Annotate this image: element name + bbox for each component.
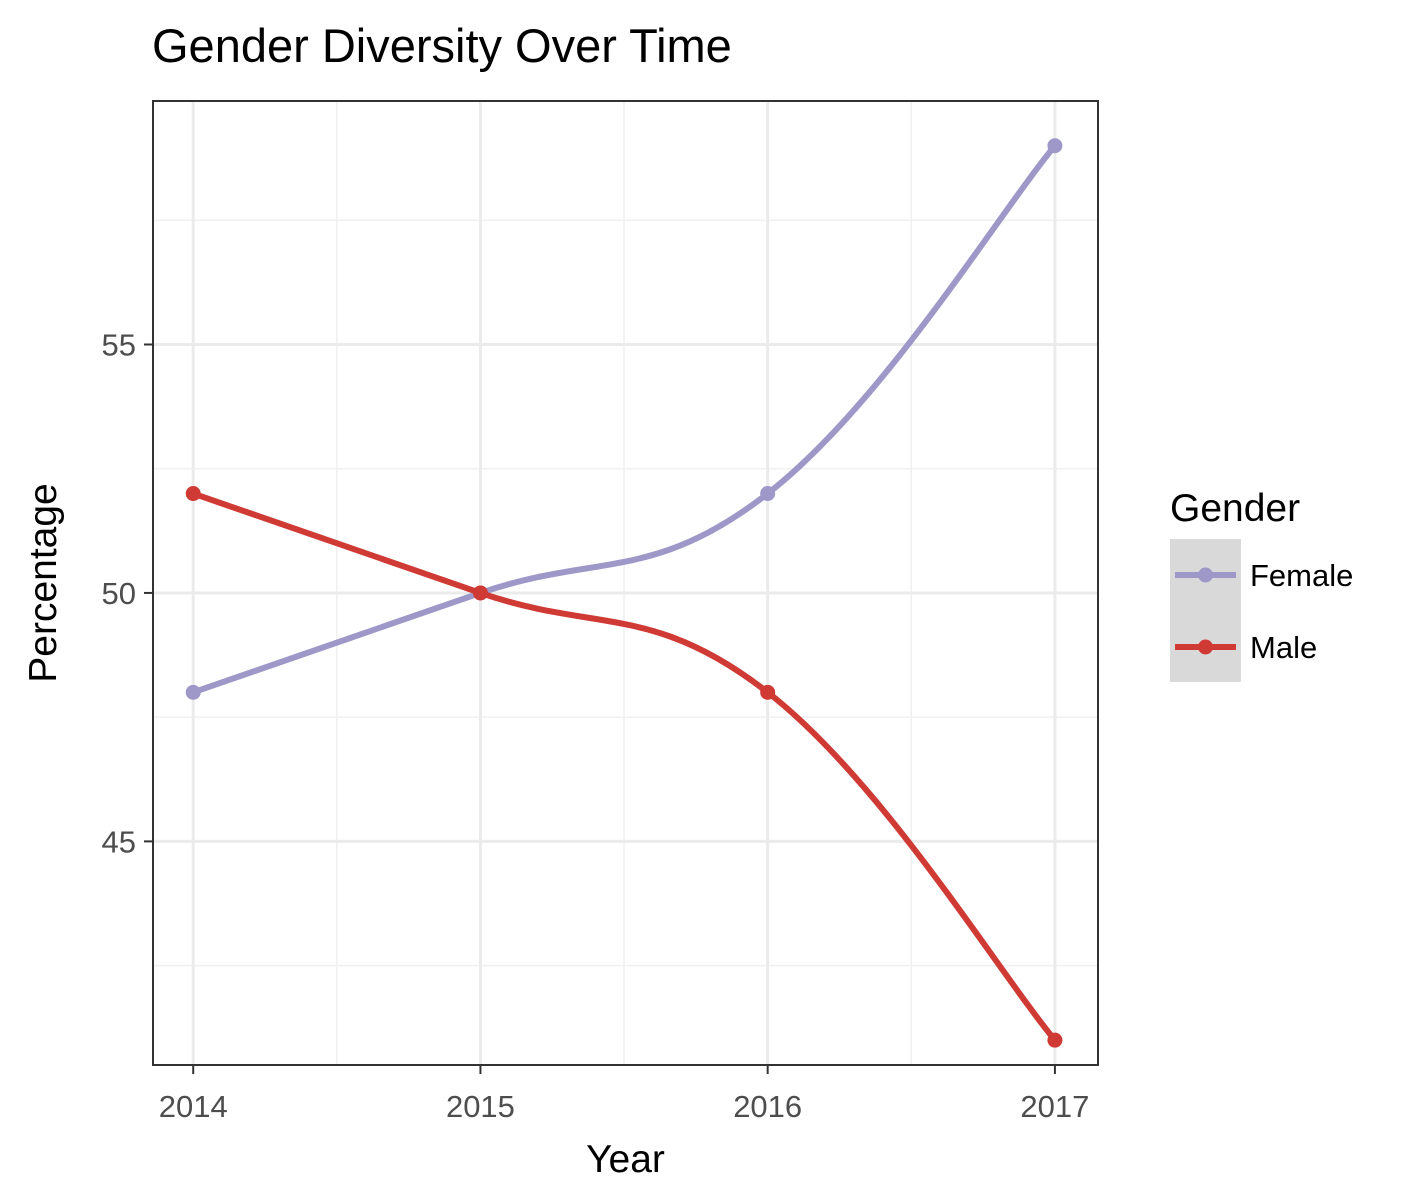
plot-panel-border xyxy=(152,100,1099,1066)
legend: Gender Female Male xyxy=(1170,487,1353,682)
x-tick-label: 2015 xyxy=(446,1089,515,1124)
data-point-female xyxy=(1047,138,1063,154)
series-line-male xyxy=(190,490,1058,1044)
x-tick-label: 2016 xyxy=(733,1089,802,1124)
series-layer xyxy=(185,138,1063,1048)
y-axis-title: Percentage xyxy=(22,483,65,682)
chart-title: Gender Diversity Over Time xyxy=(152,19,732,72)
series-line-female xyxy=(190,142,1058,696)
minor-gridlines xyxy=(153,101,1098,1065)
legend-items: Female Male xyxy=(1175,558,1353,665)
legend-key-point-male xyxy=(1198,639,1213,655)
y-tick-label: 45 xyxy=(102,824,136,859)
data-point-female xyxy=(760,486,776,502)
legend-label-male: Male xyxy=(1250,630,1317,665)
x-axis-title: Year xyxy=(586,1138,665,1181)
y-tick-label: 50 xyxy=(102,576,136,611)
major-gridlines xyxy=(153,101,1098,1065)
x-axis: 2014 2015 2016 2017 xyxy=(159,1065,1089,1124)
data-point-male xyxy=(185,486,201,502)
legend-keys-background xyxy=(1170,539,1241,682)
data-point-male xyxy=(472,585,488,601)
x-tick-label: 2017 xyxy=(1020,1089,1089,1124)
legend-label-female: Female xyxy=(1250,558,1353,593)
legend-title: Gender xyxy=(1170,487,1300,530)
y-axis: 45 50 55 xyxy=(102,327,153,859)
x-tick-label: 2014 xyxy=(159,1089,228,1124)
data-point-female xyxy=(185,684,201,700)
data-point-male xyxy=(1047,1032,1063,1048)
data-point-male xyxy=(760,684,776,700)
y-tick-label: 55 xyxy=(102,327,136,362)
legend-key-point-female xyxy=(1198,567,1213,583)
